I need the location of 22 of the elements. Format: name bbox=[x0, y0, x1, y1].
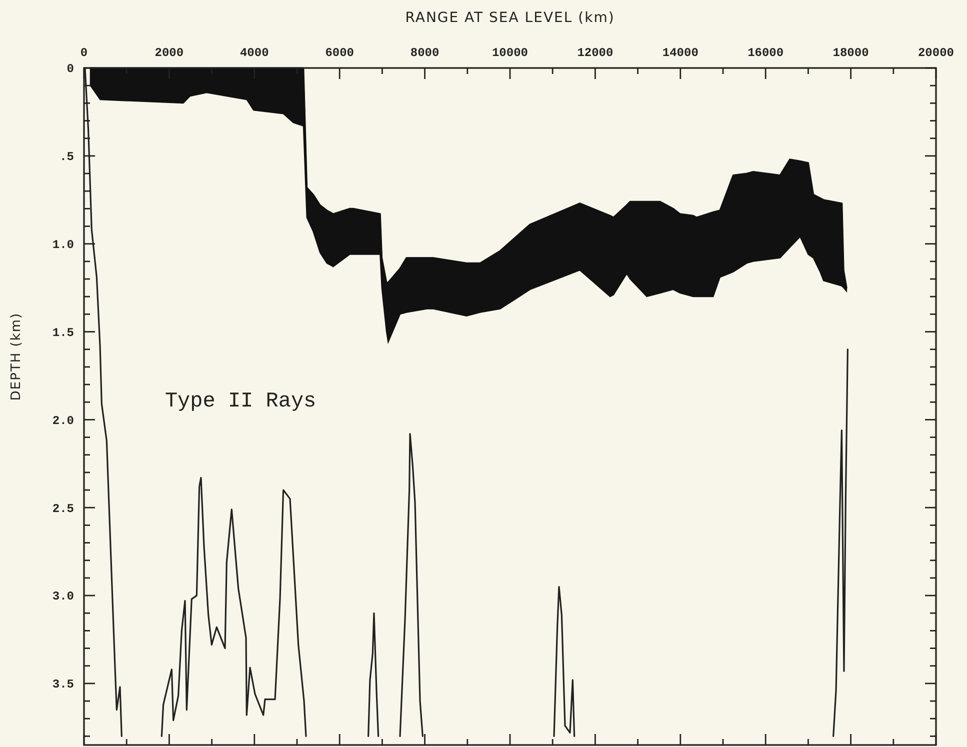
x-tick-label: 20000 bbox=[918, 46, 954, 60]
y-axis-title: DEPTH (km) bbox=[9, 312, 24, 401]
x-axis-title: RANGE AT SEA LEVEL (km) bbox=[405, 10, 615, 26]
y-tick-label: 1.5 bbox=[52, 326, 74, 340]
y-tick-label: 3.0 bbox=[52, 590, 74, 604]
y-tick-label: 2.5 bbox=[52, 502, 74, 516]
x-tick-label: 6000 bbox=[325, 46, 354, 60]
y-tick-label: 2.0 bbox=[52, 414, 74, 428]
x-tick-label: 8000 bbox=[410, 46, 440, 60]
y-tick-label: 0 bbox=[66, 62, 74, 76]
x-tick-label: 12000 bbox=[577, 46, 614, 60]
x-tick-label: 2000 bbox=[154, 46, 184, 60]
y-tick-label: 3.5 bbox=[52, 678, 74, 692]
x-tick-label: 10000 bbox=[492, 46, 528, 60]
x-tick-label: 18000 bbox=[832, 46, 869, 60]
y-tick-label: 1.0 bbox=[52, 238, 74, 252]
x-tick-label: 0 bbox=[80, 46, 88, 60]
x-tick-label: 4000 bbox=[240, 46, 269, 60]
y-tick-label: .5 bbox=[60, 150, 74, 164]
x-tick-label: 14000 bbox=[662, 46, 698, 60]
annotation: Type II Rays bbox=[164, 390, 316, 414]
x-tick-label: 16000 bbox=[748, 46, 784, 60]
